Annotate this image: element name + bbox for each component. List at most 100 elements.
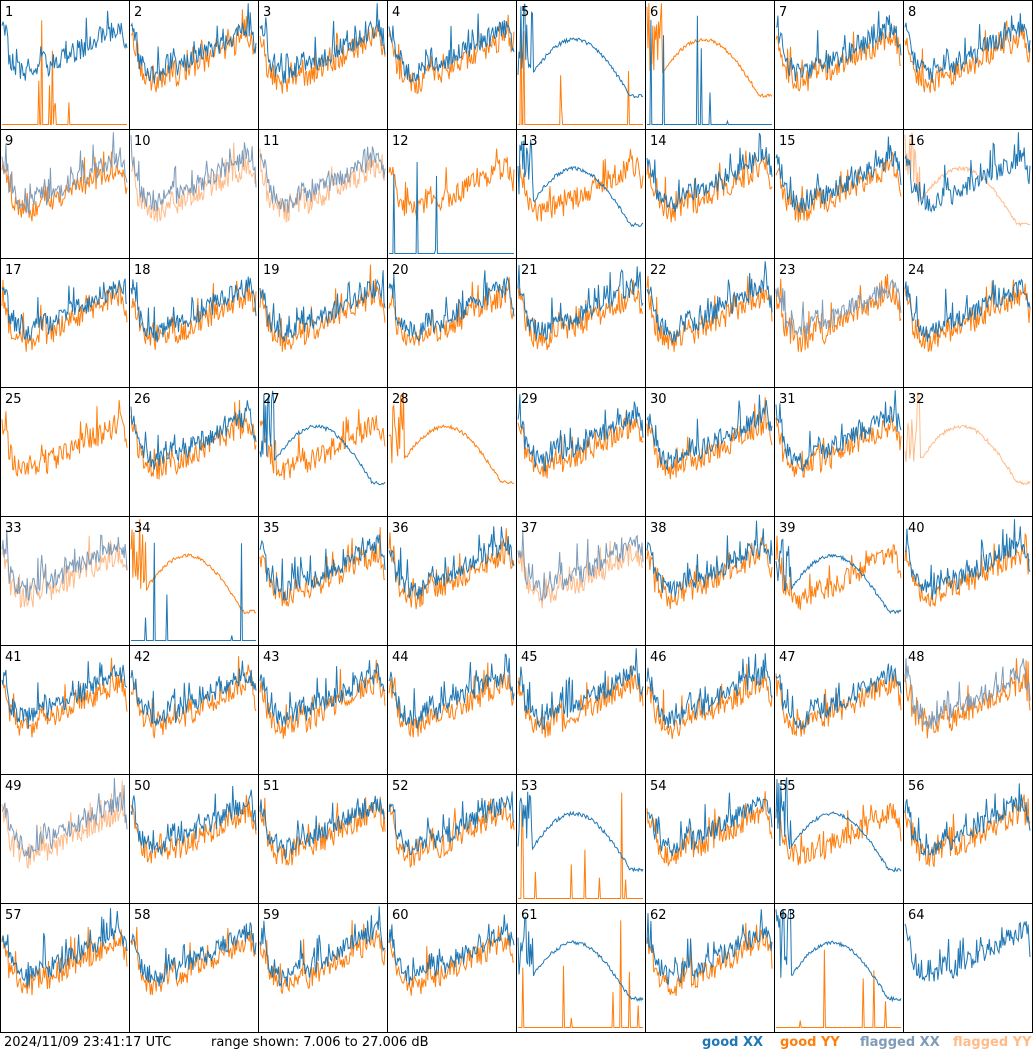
- panel-number-label: 60: [392, 908, 409, 923]
- panel-number-label: 59: [263, 908, 280, 923]
- xx-trace: [131, 542, 256, 641]
- spectrum-panel: 31: [774, 387, 904, 517]
- spectrum-panel: 9: [0, 129, 130, 259]
- xx-trace: [904, 278, 1031, 342]
- xx-trace: [259, 3, 386, 84]
- xx-trace: [1, 132, 128, 215]
- yy-trace: [1, 657, 128, 738]
- panel-number-label: 18: [134, 263, 151, 278]
- panel-number-label: 1: [5, 5, 13, 20]
- spectrum-panel: 46: [645, 645, 775, 775]
- xx-trace: [259, 270, 386, 342]
- yy-trace: [259, 796, 386, 867]
- yy-trace: [130, 519, 257, 615]
- panel-number-label: 50: [134, 779, 151, 794]
- panel-frame: [258, 516, 388, 646]
- xx-trace: [1, 661, 128, 729]
- yy-trace: [388, 662, 515, 738]
- panel-number-label: 2: [134, 5, 142, 20]
- panel-number-label: 19: [263, 263, 280, 278]
- xx-trace: [646, 653, 773, 729]
- xx-trace: [517, 394, 644, 473]
- spectrum-panel: 5: [516, 0, 646, 130]
- panel-number-label: 10: [134, 134, 151, 149]
- yy-trace: [776, 949, 901, 1028]
- yy-trace: [517, 279, 644, 350]
- spectrum-panel: 11: [258, 129, 388, 259]
- panel-number-label: 43: [263, 650, 280, 665]
- spectrum-panel: 4: [387, 0, 517, 130]
- panel-frame: [645, 387, 775, 517]
- xx-trace: [775, 777, 902, 873]
- legend-flagged-yy: flagged YY: [953, 1035, 1032, 1050]
- yy-trace: [388, 392, 515, 485]
- yy-trace: [775, 802, 902, 866]
- yy-trace: [518, 17, 643, 125]
- panel-number-label: 8: [908, 5, 916, 20]
- xx-trace: [1, 278, 128, 342]
- spectrum-panel: 22: [645, 258, 775, 388]
- yy-trace: [517, 409, 644, 479]
- panel-number-label: 64: [908, 908, 925, 923]
- xx-trace: [259, 906, 386, 988]
- yy-trace: [904, 794, 1031, 868]
- xx-trace: [1, 908, 128, 988]
- xx-trace: [1, 777, 128, 859]
- spectrum-panel: 8: [903, 0, 1033, 130]
- panel-number-label: 14: [650, 134, 667, 149]
- panel-number-label: 26: [134, 392, 151, 407]
- spectrum-panel: 56: [903, 774, 1033, 904]
- yy-trace: [388, 798, 515, 869]
- spectrum-panel: 12: [387, 129, 517, 259]
- xx-trace: [775, 663, 902, 730]
- spectrum-panel: 3: [258, 0, 388, 130]
- yy-trace: [259, 409, 386, 480]
- spectrum-panel: 1: [0, 0, 130, 130]
- spectrum-panel: 43: [258, 645, 388, 775]
- xx-trace: [904, 658, 1031, 730]
- panel-number-label: 3: [263, 5, 271, 20]
- yy-trace: [518, 792, 643, 899]
- xx-trace: [130, 276, 257, 343]
- footer-bar: 2024/11/09 23:41:17 UTC range shown: 7.0…: [0, 1033, 1033, 1053]
- yy-trace: [646, 275, 773, 352]
- panel-number-label: 45: [521, 650, 538, 665]
- panel-number-label: 41: [5, 650, 22, 665]
- xx-trace: [517, 648, 644, 730]
- spectrum-panel: 15: [774, 129, 904, 259]
- panel-number-label: 55: [779, 779, 796, 794]
- panel-frame: [387, 387, 517, 517]
- panel-number-label: 63: [779, 908, 796, 923]
- panel-number-label: 46: [650, 650, 667, 665]
- spectrum-panel: 36: [387, 516, 517, 646]
- spectrum-panel: 51: [258, 774, 388, 904]
- xx-trace: [904, 783, 1031, 856]
- panel-number-label: 9: [5, 134, 13, 149]
- panel-frame: [645, 516, 775, 646]
- panel-number-label: 56: [908, 779, 925, 794]
- spectrum-panel: 58: [129, 903, 259, 1033]
- panel-frame: [903, 774, 1033, 904]
- yy-trace: [2, 20, 127, 125]
- xx-trace: [130, 660, 257, 726]
- xx-trace: [646, 792, 773, 857]
- spectrum-panel: 25: [0, 387, 130, 517]
- panel-number-label: 37: [521, 521, 538, 536]
- panel-number-label: 28: [392, 392, 409, 407]
- panel-frame: [129, 645, 259, 775]
- yy-trace: [1, 926, 128, 996]
- range-text: range shown: 7.006 to 27.006 dB: [211, 1035, 429, 1050]
- panel-frame: [516, 0, 646, 130]
- spectrum-panel: 59: [258, 903, 388, 1033]
- yy-trace: [1, 535, 128, 609]
- spectrum-panel: 17: [0, 258, 130, 388]
- xx-trace: [130, 785, 257, 855]
- xx-trace: [646, 133, 773, 213]
- panel-frame: [0, 387, 130, 517]
- yy-trace: [646, 150, 773, 223]
- panel-number-label: 52: [392, 779, 409, 794]
- xx-trace: [904, 519, 1031, 600]
- xx-trace: [388, 653, 515, 729]
- xx-trace: [389, 161, 514, 254]
